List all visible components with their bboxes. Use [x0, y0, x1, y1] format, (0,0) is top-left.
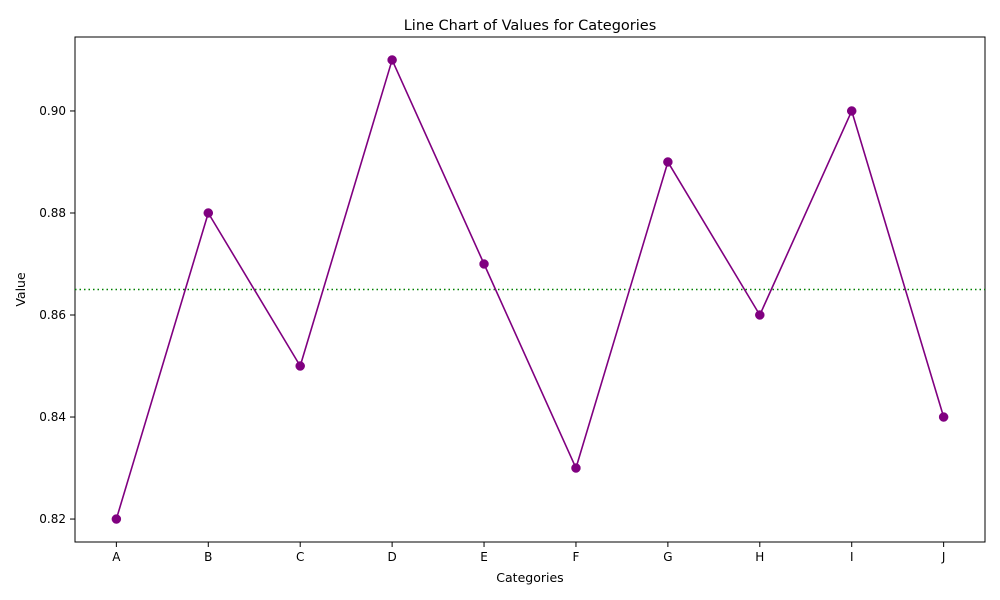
x-tick-label: B — [204, 550, 212, 564]
data-point-h — [755, 310, 765, 320]
y-tick-label: 0.82 — [39, 512, 66, 526]
y-axis-label: Value — [13, 272, 28, 307]
data-point-b — [203, 208, 214, 218]
data-point-g — [663, 157, 673, 167]
x-tick-label: H — [755, 550, 764, 564]
data-point-e — [479, 259, 489, 269]
data-point-c — [295, 361, 305, 371]
data-point-a — [111, 514, 122, 524]
x-tick-label: D — [387, 550, 396, 564]
y-tick-label: 0.90 — [39, 104, 66, 118]
x-tick-label: I — [850, 550, 854, 564]
marker-layer — [111, 55, 949, 524]
x-tick-label: E — [480, 550, 488, 564]
data-point-f — [571, 463, 581, 473]
series-layer — [115, 59, 945, 520]
x-tick-label: J — [941, 550, 946, 564]
plot-area — [74, 36, 986, 543]
data-point-j — [938, 412, 949, 422]
y-tick-label: 0.88 — [39, 206, 66, 220]
y-tick-label: 0.84 — [39, 410, 66, 424]
chart-title: Line Chart of Values for Categories — [404, 18, 657, 34]
data-point-i — [846, 106, 857, 116]
x-tick-label: G — [663, 550, 672, 564]
x-axis-label: Categories — [496, 570, 563, 585]
x-tick-label: A — [112, 550, 121, 564]
x-tick-label: F — [573, 550, 580, 564]
x-axis-ticks: A B C D E F G H I J — [112, 542, 945, 564]
series-line — [115, 59, 945, 520]
y-axis-ticks: 0.82 0.84 0.86 0.88 0.90 — [39, 104, 75, 526]
data-point-d — [387, 55, 397, 65]
y-tick-label: 0.86 — [39, 308, 66, 322]
x-tick-label: C — [296, 550, 304, 564]
